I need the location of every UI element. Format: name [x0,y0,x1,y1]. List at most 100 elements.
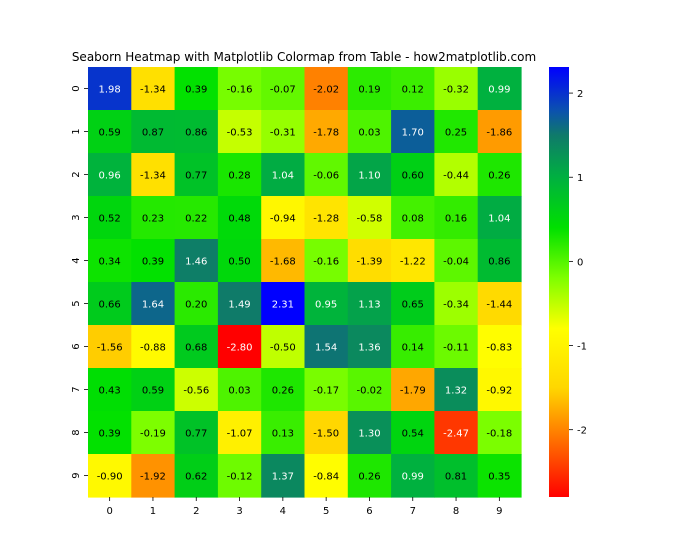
heatmap-cell-label: 0.54 [402,429,424,440]
heatmap-cell [304,454,349,498]
heatmap-cell [88,239,132,283]
heatmap-cell-label: -0.04 [443,257,469,268]
heatmap-cell-label: -0.11 [443,343,469,354]
heatmap-cell-label: -2.80 [227,343,253,354]
x-tick-label: 7 [410,506,416,517]
heatmap-cell-label: -0.94 [270,214,296,225]
heatmap-cell [347,368,392,412]
heatmap-cell [347,325,392,369]
heatmap-cell-label: -0.83 [486,343,512,354]
heatmap-cell-label: 0.39 [142,257,164,268]
heatmap-cell-label: -0.88 [140,343,166,354]
heatmap-cell-label: 1.37 [272,472,294,483]
heatmap-cell-label: -0.02 [357,386,383,397]
heatmap-cell [131,153,176,197]
heatmap-cell-label: 0.86 [185,128,207,139]
heatmap-cell-label: 0.59 [99,128,121,139]
heatmap-cell [304,110,349,154]
heatmap-cell [304,196,349,240]
heatmap-cell [174,368,219,412]
heatmap-cell [88,153,132,197]
heatmap-cell-label: -1.07 [227,429,253,440]
heatmap-cell [477,454,522,498]
heatmap-cell-label: -0.56 [183,386,209,397]
heatmap-cell [434,196,479,240]
heatmap-cell-label: -0.18 [486,429,512,440]
heatmap-cell-label: 0.03 [358,128,380,139]
heatmap-cell [304,325,349,369]
heatmap-cell [261,239,306,283]
x-tick-label: 1 [150,506,156,517]
heatmap-cell-label: -2.47 [443,429,469,440]
heatmap-cell [131,282,176,326]
heatmap-cell-label: 0.62 [185,472,207,483]
heatmap-cell [131,196,176,240]
heatmap-cell [174,325,219,369]
x-tick-label: 0 [106,506,112,517]
heatmap-cell-label: 0.16 [445,214,467,225]
heatmap-cell-label: -0.31 [270,128,296,139]
heatmap-cell-label: 0.20 [185,300,207,311]
heatmap-cell-label: -1.56 [97,343,123,354]
heatmap-cell-labels: 1.98 -1.34 0.39 -0.16 -0.07 -2.02 0.19 0.12 -0.3… [97,85,513,483]
heatmap-cell-label: -1.22 [400,257,426,268]
heatmap-cell-label: -0.84 [313,472,339,483]
heatmap-cell-label: 0.77 [185,429,207,440]
heatmap-cell-label: 1.64 [142,300,164,311]
heatmap-cell-label: 0.50 [228,257,250,268]
colorbar-tick-label: 2 [577,89,583,100]
heatmap-cell-label: 0.86 [488,257,510,268]
heatmap-cell [174,282,219,326]
heatmap-cell [477,196,522,240]
heatmap-cell [88,282,132,326]
heatmap-cell-label: 1.70 [402,128,424,139]
y-tick-label: 2 [71,171,82,177]
heatmap-cell-label: -1.92 [140,472,166,483]
heatmap-cell-label: 0.95 [315,300,337,311]
heatmap-cell-label: -0.90 [97,472,123,483]
colorbar-tick-label: 1 [577,173,583,184]
heatmap-cell-label: -0.53 [227,128,253,139]
y-axis-ticks: 0 1 2 3 4 5 6 7 8 9 [71,85,88,479]
heatmap-cell-label: -0.17 [313,386,339,397]
x-tick-label: 5 [323,506,329,517]
heatmap-cell-label: -0.12 [227,472,253,483]
heatmap-cell-label: 0.68 [185,343,207,354]
x-tick-label: 9 [496,506,502,517]
heatmap-cell-label: 0.96 [99,171,121,182]
y-tick-label: 8 [71,429,82,435]
heatmap-cell-label: 0.77 [185,171,207,182]
heatmap-cell [261,282,306,326]
heatmap-cell-label: -0.16 [313,257,339,268]
colorbar-tick-label: -2 [577,426,587,437]
heatmap-cell [391,239,435,283]
x-tick-label: 6 [366,506,372,517]
heatmap-cell-label: -1.34 [140,85,166,96]
x-tick-label: 2 [193,506,199,517]
heatmap-cell-label: -1.34 [140,171,166,182]
heatmap-cell-label: -0.16 [227,85,253,96]
heatmap-cell [434,110,479,154]
heatmap-cell [391,282,435,326]
heatmap-cell [131,239,176,283]
y-tick-label: 5 [71,300,82,306]
heatmap-cell-label: 0.35 [488,472,510,483]
heatmap-cell-label: 1.36 [358,343,380,354]
heatmap-cell [304,153,349,197]
heatmap-cell-label: 0.48 [228,214,250,225]
heatmap-cell [217,411,262,455]
heatmap-cell [131,110,176,154]
colorbar [549,67,569,497]
heatmap-cell [217,239,262,283]
y-tick-label: 1 [71,128,82,134]
heatmap-cell [88,110,132,154]
heatmap-cell-label: 0.08 [402,214,424,225]
heatmap-cell-label: -1.78 [313,128,339,139]
heatmap-cell [261,454,306,498]
heatmap-cell-label: 0.23 [142,214,164,225]
heatmap-cell-label: 1.04 [272,171,294,182]
heatmap-cell [391,67,435,111]
heatmap-cell [434,454,479,498]
heatmap-cell [391,196,435,240]
heatmap-cell-label: -1.39 [357,257,383,268]
